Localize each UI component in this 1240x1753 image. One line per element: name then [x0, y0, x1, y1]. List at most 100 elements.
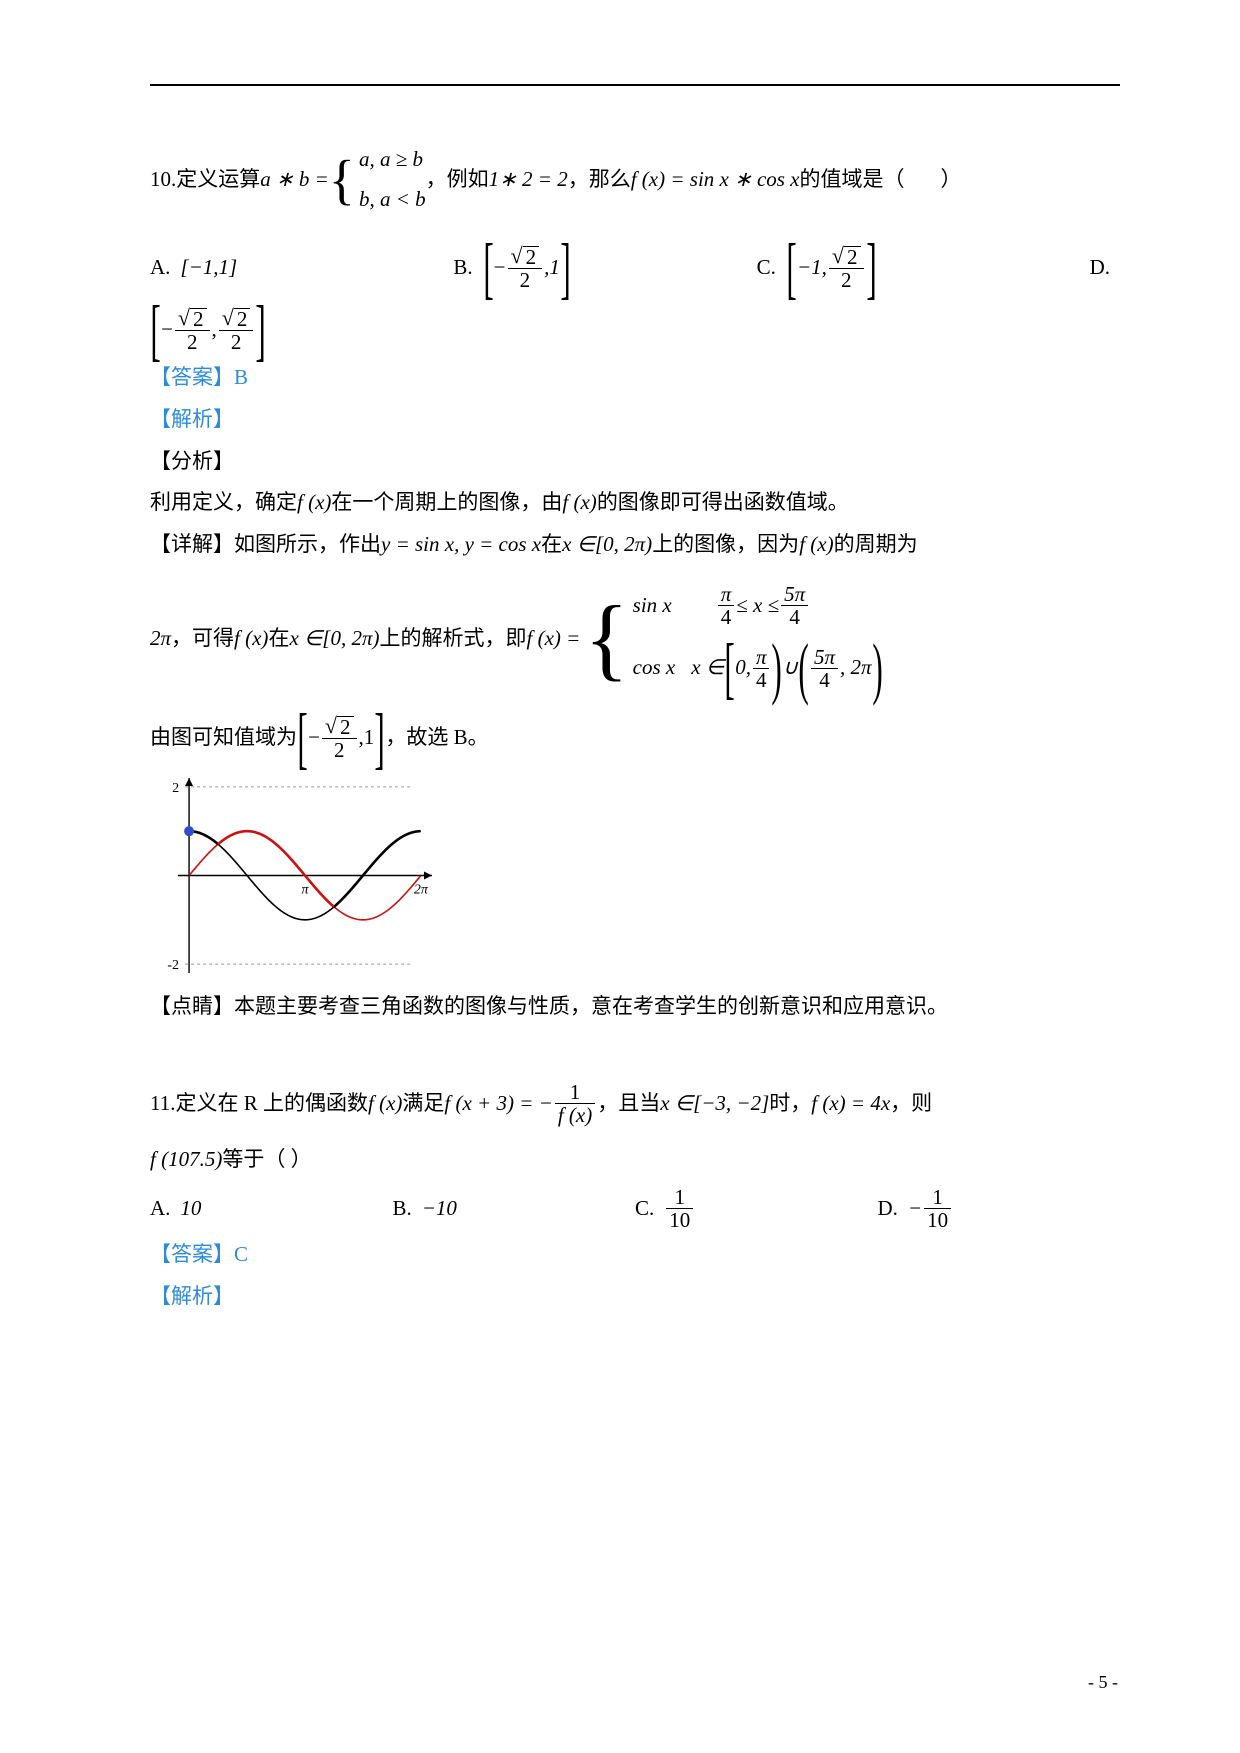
- pw1-sin: sin x: [633, 586, 672, 626]
- q10-piecewise-line: 2π ，可得 f (x) 在 x ∈[0, 2π) 上的解析式，即 f (x) …: [150, 583, 1120, 694]
- q10-d-a: 如图所示，作出: [234, 525, 381, 565]
- q11-parse: 【解析】: [150, 1277, 1120, 1317]
- q11-lc: ，且当: [597, 1084, 660, 1124]
- q11-answer: 【答案】C: [150, 1235, 1120, 1275]
- q11-optD-l: D.: [878, 1189, 898, 1229]
- pw1-mid: ≤ x ≤: [736, 586, 779, 626]
- q11-stem-l2: f (107.5) 等于（ ）: [150, 1140, 1120, 1180]
- q11-dom: x ∈[−3, −2]: [660, 1084, 769, 1124]
- q10-l3-b: ，可得: [171, 619, 234, 659]
- q11-optD-den: 10: [924, 1209, 951, 1231]
- q10-mid3: 的值域是（: [800, 160, 905, 200]
- q11-optC-den: 10: [666, 1209, 693, 1231]
- q10-d-eq: y = sin x, y = cos x: [381, 525, 541, 565]
- q11-ld: 时，: [769, 1084, 811, 1124]
- q10-lead: 定义运算: [176, 160, 260, 200]
- q11-parse-l: 【解析】: [150, 1284, 234, 1308]
- q11-optA-v: 10: [180, 1189, 201, 1229]
- q10-parse: 【解析】: [150, 400, 1120, 440]
- svg-text:π: π: [301, 883, 309, 898]
- optD-val: [ − √22 , √22 ]: [150, 304, 266, 356]
- q10-optC: C. [ −1, √22 ]: [757, 242, 1060, 294]
- pw2-xin: x ∈: [691, 648, 724, 688]
- optB-label: B.: [453, 248, 472, 288]
- optC-label: C.: [757, 248, 776, 288]
- q11-ans-v: C: [234, 1242, 248, 1266]
- q10-l3-fx: f (x): [234, 619, 268, 659]
- q10-analysis-text: 利用定义，确定 f (x) 在一个周期上的图像，由 f (x) 的图像即可得出函…: [150, 483, 1120, 523]
- q10-d-e: 的周期为: [834, 525, 918, 565]
- q10-remark-label: 【点睛】: [150, 987, 234, 1027]
- q10-number: 10.: [150, 160, 176, 200]
- q10-analysis-label: 【分析】: [150, 449, 234, 473]
- q10-answer-label: 【答案】: [150, 365, 234, 389]
- svg-text:-2: -2: [167, 958, 179, 973]
- pw2-cos: cos x: [633, 648, 676, 688]
- q10-func: f (x) = sin x ∗ cos x: [631, 160, 800, 200]
- q11-optC: C. 1 10: [635, 1186, 878, 1231]
- q10-d-d: 上的图像，因为: [652, 525, 799, 565]
- q11-den: f (x): [555, 1104, 595, 1126]
- q11-number: 11.: [150, 1084, 175, 1124]
- q10-detail-label: 【详解】: [150, 525, 234, 565]
- q11-fx4x: f (x) = 4x: [811, 1084, 890, 1124]
- q10-example: 1∗ 2 = 2: [489, 160, 568, 200]
- q10-an-b: 在一个周期上的图像，由: [331, 483, 562, 523]
- q11-le: ，则: [890, 1084, 932, 1124]
- q10-d-fx: f (x): [799, 525, 833, 565]
- q11-optA-l: A.: [150, 1189, 170, 1229]
- svg-text:2: 2: [172, 781, 179, 796]
- q10-l3-feq: f (x) =: [527, 619, 581, 659]
- q11-optC-num: 1: [672, 1186, 689, 1208]
- optD-label: D.: [1090, 248, 1110, 288]
- q10-star-lhs: a ∗ b =: [260, 160, 329, 200]
- optB-val: [ − √22 ,1 ]: [483, 242, 571, 294]
- q10-range-b: ，故选 B。: [385, 718, 488, 758]
- q10-d-c: x ∈[0, 2π): [562, 525, 652, 565]
- optB-tail: ,1: [544, 248, 560, 288]
- q11-optB-l: B.: [393, 1189, 412, 1229]
- q10-detail-l1: 【详解】 如图所示，作出 y = sin x, y = cos x 在 x ∈[…: [150, 525, 1120, 565]
- q11-optD: D. − 1 10: [878, 1186, 1121, 1231]
- q10-l3-c: 在: [268, 619, 289, 659]
- q10-analysis-label-row: 【分析】: [150, 442, 1120, 482]
- optC-left: −1,: [797, 248, 827, 288]
- q11-fx: f (x): [368, 1084, 402, 1124]
- q10-optA: A. [−1,1]: [150, 248, 453, 288]
- q11-ans-l: 【答案】: [150, 1242, 234, 1266]
- q10-an-fx2: f (x): [562, 483, 596, 523]
- q10-an-c: 的图像即可得出函数值域。: [597, 483, 849, 523]
- q10-mid1: ，例如: [426, 160, 489, 200]
- q11-optD-v: 1 10: [924, 1186, 951, 1231]
- optA-label: A.: [150, 248, 170, 288]
- optC-val: [ −1, √22 ]: [786, 242, 877, 294]
- sin-cos-graph: 2-2π2π: [142, 768, 442, 983]
- q10-case2: b, a < b: [359, 180, 426, 220]
- q10-parse-label: 【解析】: [150, 407, 234, 431]
- q10-piecewise: { sin x π4 ≤ x ≤ 5π4 cos x x ∈: [584, 583, 882, 694]
- q11-frac: 1 f (x): [555, 1081, 595, 1126]
- q10-an-a: 利用定义，确定: [150, 483, 297, 523]
- q11-num: 1: [567, 1081, 584, 1103]
- q10-stem: 10. 定义运算 a ∗ b = { a, a ≥ b b, a < b ，例如…: [150, 140, 1120, 220]
- page-footer: - 5 -: [1088, 1665, 1118, 1699]
- q11-optD-num: 1: [929, 1186, 946, 1208]
- q10-l3-d: x ∈[0, 2π): [289, 619, 379, 659]
- q11-optA: A. 10: [150, 1189, 393, 1229]
- q10-optD-label-cell: D.: [1060, 248, 1120, 288]
- q10-l3-e: 上的解析式，即: [380, 619, 527, 659]
- q10-range-line: 由图可知值域为 [ − √22 ,1 ] ，故选 B。: [150, 712, 1120, 764]
- q11-eq-tail: 等于（ ）: [222, 1140, 311, 1180]
- pw2-0: 0,: [735, 648, 751, 688]
- q10-case1: a, a ≥ b: [359, 140, 426, 180]
- q11-lb: 满足: [402, 1084, 444, 1124]
- q11-lhs: f (x + 3) = −: [444, 1084, 552, 1124]
- page: 10. 定义运算 a ∗ b = { a, a ≥ b b, a < b ，例如…: [0, 0, 1240, 1753]
- q11-options: A. 10 B. −10 C. 1 10 D. − 1: [150, 1186, 1120, 1231]
- q10-remark-text: 本题主要考查三角函数的图像与性质，意在考查学生的创新意识和应用意识。: [234, 987, 948, 1027]
- q11-stem-l1: 11. 定义在 R 上的偶函数 f (x) 满足 f (x + 3) = − 1…: [150, 1081, 1120, 1126]
- q10-optB: B. [ − √22 ,1 ]: [453, 242, 756, 294]
- q10-mid2: ，那么: [568, 160, 631, 200]
- q10-l3-2pi: 2π: [150, 619, 171, 659]
- q11-f1075: f (107.5): [150, 1140, 222, 1180]
